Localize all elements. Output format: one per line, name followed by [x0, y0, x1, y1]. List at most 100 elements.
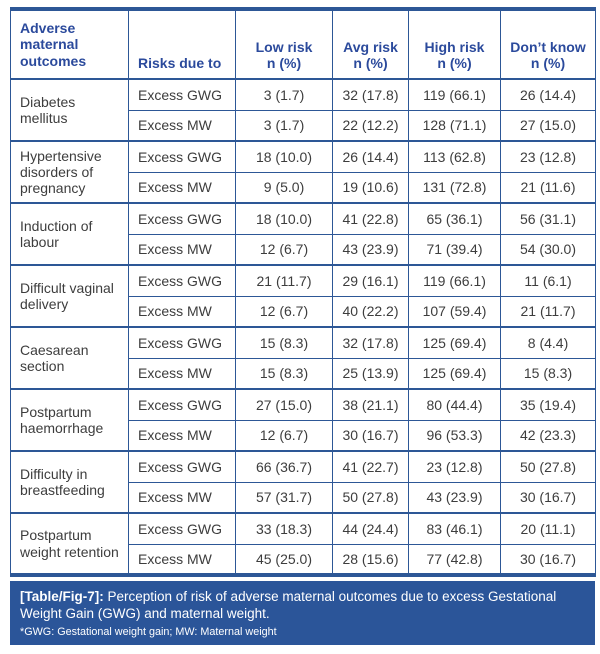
col-header-label: Avg risk [343, 38, 398, 55]
col-header-sublabel: n (%) [437, 54, 472, 71]
value-cell: 66 (36.7) [235, 450, 333, 483]
value-cell: 125 (69.4) [408, 357, 501, 390]
value-cell: 83 (46.1) [408, 512, 501, 545]
value-cell: 12 (6.7) [235, 233, 333, 266]
value-cell: 28 (15.6) [332, 543, 409, 576]
risk-type-cell: Excess GWG [128, 388, 236, 421]
value-cell: 12 (6.7) [235, 419, 333, 452]
value-cell: 54 (30.0) [500, 233, 596, 266]
value-cell: 57 (31.7) [235, 481, 333, 514]
risk-type-cell: Excess MW [128, 109, 236, 142]
value-cell: 27 (15.0) [500, 109, 596, 142]
value-cell: 125 (69.4) [408, 326, 501, 359]
table-row: Difficult vaginal delivery Excess GWG 21… [10, 264, 596, 328]
value-cell: 131 (72.8) [408, 171, 501, 204]
value-cell: 71 (39.4) [408, 233, 501, 266]
col-header-label: Don’t know [510, 38, 586, 55]
caption-body: Perception of risk of adverse maternal o… [20, 589, 557, 622]
value-cell: 3 (1.7) [235, 78, 333, 111]
value-cell: 15 (8.3) [235, 357, 333, 390]
table-row: Excess MW 3 (1.7) 22 (12.2) 128 (71.1) 2… [11, 109, 596, 142]
value-cell: 128 (71.1) [408, 109, 501, 142]
table-header: Adverse maternal outcomes Risks due to L… [10, 8, 596, 80]
header-row: Adverse maternal outcomes Risks due to L… [10, 8, 596, 80]
value-cell: 15 (8.3) [235, 326, 333, 359]
value-cell: 29 (16.1) [332, 264, 409, 297]
value-cell: 8 (4.4) [500, 326, 596, 359]
value-cell: 113 (62.8) [408, 140, 501, 173]
risk-type-cell: Excess MW [128, 233, 236, 266]
value-cell: 42 (23.3) [500, 419, 596, 452]
col-header-risks-due-to: Risks due to [128, 8, 236, 80]
value-cell: 21 (11.6) [500, 171, 596, 204]
value-cell: 15 (8.3) [500, 357, 596, 390]
outcome-cell: Caesarean section [10, 326, 129, 390]
value-cell: 35 (19.4) [500, 388, 596, 421]
value-cell: 80 (44.4) [408, 388, 501, 421]
value-cell: 77 (42.8) [408, 543, 501, 576]
value-cell: 30 (16.7) [500, 481, 596, 514]
value-cell: 41 (22.8) [332, 202, 409, 235]
col-header-label: High risk [424, 38, 485, 55]
risk-type-cell: Excess MW [128, 171, 236, 204]
value-cell: 20 (11.1) [500, 512, 596, 545]
risk-type-cell: Excess GWG [128, 78, 236, 111]
value-cell: 50 (27.8) [332, 481, 409, 514]
value-cell: 18 (10.0) [235, 140, 333, 173]
col-header-sublabel: n (%) [530, 54, 566, 71]
maternal-outcomes-table: Adverse maternal outcomes Risks due to L… [10, 7, 596, 577]
table-body: Diabetes mellitus Excess GWG 3 (1.7) 32 … [10, 78, 596, 576]
table-row: Induction of labour Excess GWG 18 (10.0)… [10, 202, 596, 266]
outcome-cell: Hypertensive disorders of pregnancy [10, 140, 129, 204]
value-cell: 119 (66.1) [408, 264, 501, 297]
value-cell: 33 (18.3) [235, 512, 333, 545]
risk-type-cell: Excess GWG [128, 202, 236, 235]
value-cell: 26 (14.4) [500, 78, 596, 111]
table-row: Postpartum haemorrhage Excess GWG 27 (15… [10, 388, 596, 452]
table-row: Excess MW 12 (6.7) 40 (22.2) 107 (59.4) … [11, 295, 596, 328]
value-cell: 38 (21.1) [332, 388, 409, 421]
value-cell: 25 (13.9) [332, 357, 409, 390]
table-row: Postpartum weight retention Excess GWG 3… [10, 512, 596, 576]
value-cell: 18 (10.0) [235, 202, 333, 235]
value-cell: 107 (59.4) [408, 295, 501, 328]
value-cell: 41 (22.7) [332, 450, 409, 483]
risk-type-cell: Excess GWG [128, 450, 236, 483]
col-header-avg-risk: Avg risk n (%) [332, 8, 409, 80]
value-cell: 3 (1.7) [235, 109, 333, 142]
value-cell: 21 (11.7) [235, 264, 333, 297]
risk-type-cell: Excess GWG [128, 512, 236, 545]
col-header-dont-know: Don’t know n (%) [500, 8, 596, 80]
value-cell: 30 (16.7) [500, 543, 596, 576]
value-cell: 19 (10.6) [332, 171, 409, 204]
value-cell: 12 (6.7) [235, 295, 333, 328]
col-header-outcomes: Adverse maternal outcomes [10, 8, 129, 80]
outcome-cell: Induction of labour [10, 202, 129, 266]
caption-text: [Table/Fig-7]: Perception of risk of adv… [20, 588, 585, 623]
col-header-high-risk: High risk n (%) [408, 8, 501, 80]
table-row: Excess MW 12 (6.7) 30 (16.7) 96 (53.3) 4… [11, 419, 596, 452]
risk-type-cell: Excess MW [128, 543, 236, 576]
col-header-label: Low risk [255, 38, 313, 55]
risk-type-cell: Excess MW [128, 481, 236, 514]
value-cell: 11 (6.1) [500, 264, 596, 297]
outcome-cell: Difficulty in breastfeeding [10, 450, 129, 514]
outcome-cell: Postpartum haemorrhage [10, 388, 129, 452]
value-cell: 45 (25.0) [235, 543, 333, 576]
col-header-sublabel: n (%) [266, 54, 302, 71]
value-cell: 50 (27.8) [500, 450, 596, 483]
value-cell: 65 (36.1) [408, 202, 501, 235]
value-cell: 44 (24.4) [332, 512, 409, 545]
table-row: Excess MW 9 (5.0) 19 (10.6) 131 (72.8) 2… [11, 171, 596, 204]
value-cell: 32 (17.8) [332, 326, 409, 359]
value-cell: 9 (5.0) [235, 171, 333, 204]
outcome-cell: Diabetes mellitus [10, 78, 129, 142]
table-row: Caesarean section Excess GWG 15 (8.3) 32… [10, 326, 596, 390]
value-cell: 56 (31.1) [500, 202, 596, 235]
table-footnote: *GWG: Gestational weight gain; MW: Mater… [20, 625, 277, 638]
value-cell: 43 (23.9) [332, 233, 409, 266]
value-cell: 30 (16.7) [332, 419, 409, 452]
table-row: Excess MW 15 (8.3) 25 (13.9) 125 (69.4) … [11, 357, 596, 390]
col-header-low-risk: Low risk n (%) [235, 8, 333, 80]
